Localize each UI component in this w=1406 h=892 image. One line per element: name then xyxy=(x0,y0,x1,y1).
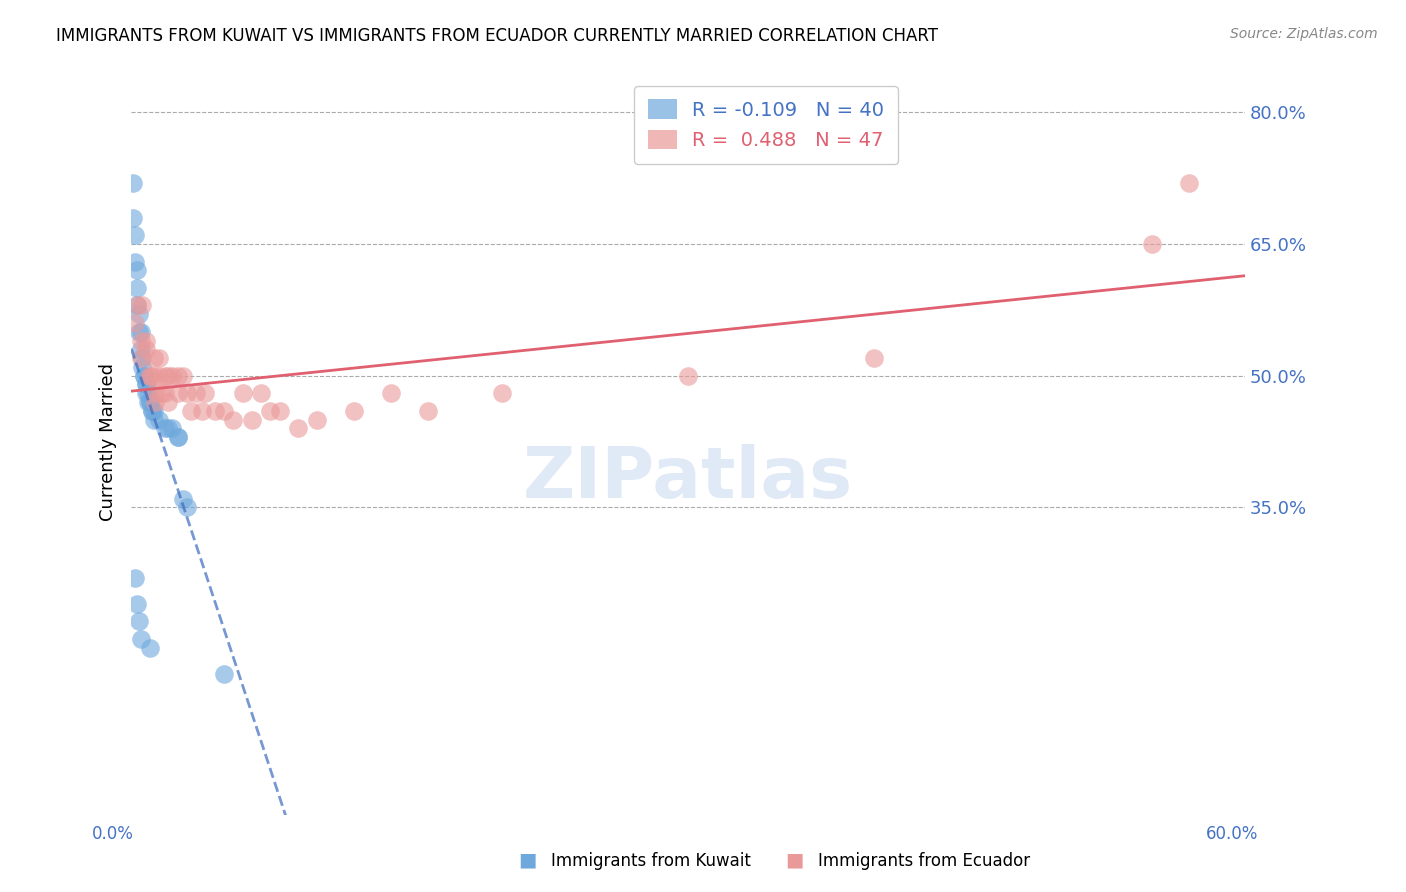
Point xyxy=(862,351,884,366)
Point xyxy=(176,500,198,515)
Point xyxy=(157,368,180,383)
Point xyxy=(145,386,167,401)
Point xyxy=(142,351,165,366)
Point xyxy=(131,351,153,366)
Point xyxy=(222,412,245,426)
Point xyxy=(160,368,183,383)
Point xyxy=(131,359,153,374)
Point xyxy=(122,176,145,190)
Point xyxy=(153,421,176,435)
Point xyxy=(139,368,162,383)
Point xyxy=(380,386,402,401)
Point xyxy=(125,263,148,277)
Point xyxy=(142,412,165,426)
Text: Source: ZipAtlas.com: Source: ZipAtlas.com xyxy=(1230,27,1378,41)
Point xyxy=(153,386,176,401)
Point xyxy=(141,404,163,418)
Point xyxy=(149,386,172,401)
Point xyxy=(122,211,145,225)
Point xyxy=(418,404,440,418)
Point xyxy=(135,386,157,401)
Point xyxy=(157,395,180,409)
Point xyxy=(129,632,152,646)
Point xyxy=(176,386,198,401)
Point xyxy=(139,395,162,409)
Point xyxy=(135,334,157,348)
Point xyxy=(131,298,153,312)
Point xyxy=(142,404,165,418)
Point xyxy=(305,412,328,426)
Point xyxy=(125,281,148,295)
Point xyxy=(125,597,148,611)
Point xyxy=(124,254,146,268)
Point xyxy=(232,386,254,401)
Point xyxy=(343,404,366,418)
Point xyxy=(134,368,156,383)
Point xyxy=(491,386,513,401)
Point xyxy=(129,334,152,348)
Point xyxy=(269,404,291,418)
Point xyxy=(212,404,235,418)
Point xyxy=(1178,176,1201,190)
Legend: R = -0.109   N = 40, R =  0.488   N = 47: R = -0.109 N = 40, R = 0.488 N = 47 xyxy=(634,86,898,164)
Point xyxy=(166,430,188,444)
Point xyxy=(128,615,150,629)
Point xyxy=(180,404,202,418)
Point xyxy=(125,298,148,312)
Point xyxy=(259,404,281,418)
Point xyxy=(157,421,180,435)
Point xyxy=(172,368,194,383)
Point xyxy=(125,298,148,312)
Text: 60.0%: 60.0% xyxy=(1206,825,1258,843)
Point xyxy=(135,343,157,357)
Point xyxy=(139,640,162,655)
Point xyxy=(153,368,176,383)
Point xyxy=(191,404,214,418)
Point xyxy=(129,325,152,339)
Point xyxy=(1140,237,1163,252)
Point xyxy=(194,386,217,401)
Point xyxy=(129,351,152,366)
Point xyxy=(128,325,150,339)
Point xyxy=(166,386,188,401)
Point xyxy=(204,404,226,418)
Text: IMMIGRANTS FROM KUWAIT VS IMMIGRANTS FROM ECUADOR CURRENTLY MARRIED CORRELATION : IMMIGRANTS FROM KUWAIT VS IMMIGRANTS FRO… xyxy=(56,27,938,45)
Point xyxy=(139,368,162,383)
Point xyxy=(136,395,159,409)
Point xyxy=(148,412,170,426)
Point xyxy=(186,386,208,401)
Point xyxy=(676,368,699,383)
Point xyxy=(124,316,146,330)
Y-axis label: Currently Married: Currently Married xyxy=(100,362,117,521)
Point xyxy=(129,343,152,357)
Point xyxy=(166,368,188,383)
Point xyxy=(212,667,235,681)
Point xyxy=(166,430,188,444)
Text: 0.0%: 0.0% xyxy=(91,825,134,843)
Point xyxy=(287,421,309,435)
Point xyxy=(240,412,263,426)
Point xyxy=(128,307,150,321)
Text: ■: ■ xyxy=(785,851,804,870)
Text: Immigrants from Ecuador: Immigrants from Ecuador xyxy=(818,852,1031,870)
Point xyxy=(148,351,170,366)
Point xyxy=(135,377,157,392)
Point xyxy=(124,571,146,585)
Text: ZIPatlas: ZIPatlas xyxy=(523,444,853,513)
Point xyxy=(160,421,183,435)
Point xyxy=(148,368,170,383)
Point xyxy=(172,491,194,506)
Text: ■: ■ xyxy=(517,851,537,870)
Point xyxy=(145,395,167,409)
Point xyxy=(136,386,159,401)
Point xyxy=(135,377,157,392)
Point xyxy=(139,395,162,409)
Point xyxy=(134,368,156,383)
Point xyxy=(250,386,273,401)
Point xyxy=(142,368,165,383)
Point xyxy=(141,404,163,418)
Point xyxy=(124,228,146,243)
Text: Immigrants from Kuwait: Immigrants from Kuwait xyxy=(551,852,751,870)
